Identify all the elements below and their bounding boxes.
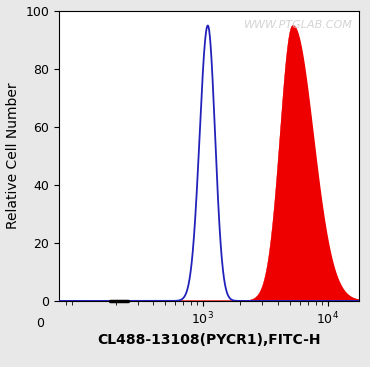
Text: 0: 0	[36, 317, 44, 330]
Text: WWW.PTGLAB.COM: WWW.PTGLAB.COM	[244, 20, 353, 30]
X-axis label: CL488-13108(PYCR1),FITC-H: CL488-13108(PYCR1),FITC-H	[97, 333, 321, 347]
Y-axis label: Relative Cell Number: Relative Cell Number	[6, 83, 20, 229]
